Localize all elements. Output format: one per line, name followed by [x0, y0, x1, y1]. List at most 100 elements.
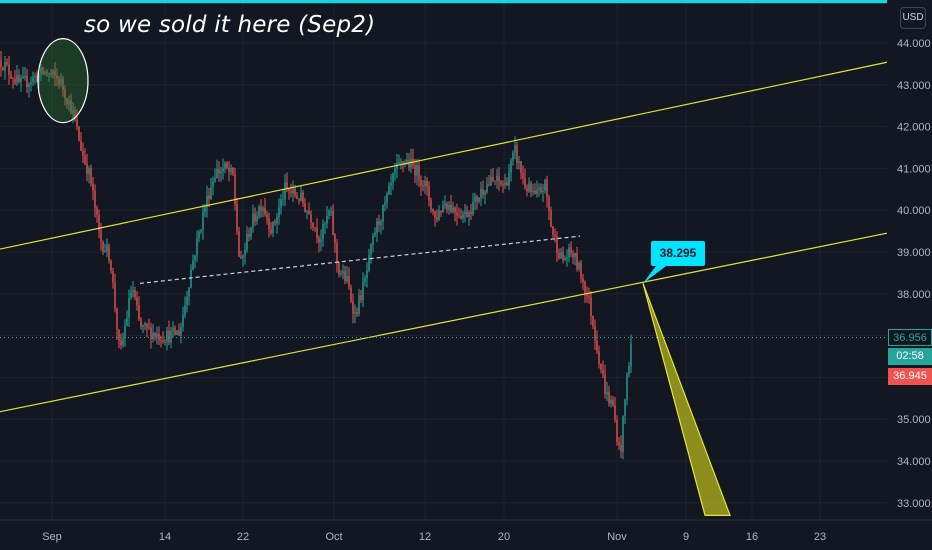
- candle-body: [560, 251, 562, 259]
- candle-body: [506, 182, 508, 186]
- candle-body: [206, 195, 208, 208]
- candle-body: [476, 196, 478, 202]
- candle-body: [460, 216, 462, 219]
- candle-body: [556, 236, 558, 253]
- candle-body: [270, 229, 272, 234]
- candle-body: [498, 175, 500, 182]
- candle-body: [222, 168, 224, 172]
- candle-body: [628, 366, 630, 375]
- candle-body: [292, 188, 294, 194]
- candle-body: [150, 327, 152, 340]
- candle-body: [614, 405, 616, 420]
- candle-body: [2, 66, 4, 71]
- candle-body: [108, 244, 110, 261]
- candle-body: [122, 338, 124, 346]
- candle-body: [28, 84, 30, 88]
- candle-body: [340, 273, 342, 275]
- candle-body: [584, 281, 586, 294]
- candle-body: [314, 227, 316, 229]
- candle-body: [626, 374, 628, 400]
- candle-body: [68, 100, 70, 105]
- candle-body: [458, 215, 460, 217]
- candle-body: [428, 186, 430, 201]
- candle-body: [326, 215, 328, 224]
- candle-body: [212, 181, 214, 188]
- candle-body: [196, 237, 198, 256]
- candle-body: [124, 325, 126, 339]
- candle-body: [602, 369, 604, 375]
- candle-body: [400, 161, 402, 163]
- candle-body: [408, 160, 410, 168]
- candle-body: [232, 167, 234, 175]
- candle-body: [304, 203, 306, 212]
- candle-body: [452, 207, 454, 212]
- candle-body: [280, 199, 282, 208]
- candle-body: [580, 262, 582, 279]
- currency-label[interactable]: USD: [900, 7, 926, 29]
- candle-body: [534, 190, 536, 195]
- candle-body: [170, 330, 172, 343]
- candle-body: [606, 391, 608, 395]
- candle-body: [446, 203, 448, 210]
- candle-body: [298, 198, 300, 201]
- candle-body: [514, 145, 516, 153]
- candle-body: [592, 316, 594, 326]
- candle-body: [148, 327, 150, 329]
- y-tick-label: 43.000: [897, 80, 931, 92]
- x-tick-label: 23: [814, 531, 826, 543]
- candle-body: [224, 162, 226, 169]
- candle-body: [254, 213, 256, 222]
- candle-body: [162, 340, 164, 342]
- candle-body: [178, 330, 180, 336]
- candle-body: [420, 180, 422, 186]
- y-tick-label: 40.000: [897, 205, 931, 217]
- candle-body: [404, 162, 406, 164]
- time-axis[interactable]: Sep 14 22 Oct 12 20 Nov 9 16 23: [0, 519, 932, 543]
- candle-body: [80, 140, 82, 151]
- candle-body: [536, 189, 538, 195]
- candle-body: [366, 270, 368, 278]
- candle-body: [12, 78, 14, 80]
- candle-body: [454, 207, 456, 213]
- candle-body: [258, 207, 260, 217]
- candle-body: [10, 74, 12, 79]
- price-axis[interactable]: 33.00034.00035.00036.00037.00038.00039.0…: [887, 0, 932, 550]
- candle-body: [96, 207, 98, 215]
- candle-body: [72, 109, 74, 114]
- candle-body: [516, 145, 518, 163]
- candle-body: [48, 73, 50, 75]
- candle-body: [368, 254, 370, 271]
- candle-body: [70, 100, 72, 114]
- candle-body: [8, 64, 10, 75]
- candle-body: [456, 212, 458, 216]
- candle-body: [548, 197, 550, 211]
- x-tick-label: 9: [683, 531, 689, 543]
- candle-body: [46, 71, 48, 75]
- candle-body: [168, 330, 170, 343]
- candle-body: [50, 73, 52, 75]
- candle-body: [604, 374, 606, 395]
- candle-body: [268, 218, 270, 230]
- candle-body: [202, 212, 204, 230]
- candle-body: [554, 234, 556, 237]
- candle-body: [102, 241, 104, 252]
- candle-body: [410, 158, 412, 168]
- candle-body: [266, 214, 268, 219]
- candle-body: [342, 271, 344, 274]
- candle-body: [246, 233, 248, 251]
- candle-body: [260, 207, 262, 211]
- candle-body: [14, 79, 16, 83]
- candle-body: [450, 204, 452, 212]
- candle-body: [244, 250, 246, 256]
- candle-body: [114, 282, 116, 309]
- chart-drawings: [0, 0, 888, 516]
- candle-body: [448, 204, 450, 210]
- candle-body: [382, 204, 384, 222]
- candle-body: [388, 185, 390, 195]
- candle-body: [282, 199, 284, 201]
- candle-body: [288, 188, 290, 192]
- candle-body: [176, 330, 178, 335]
- candle-body: [120, 340, 122, 346]
